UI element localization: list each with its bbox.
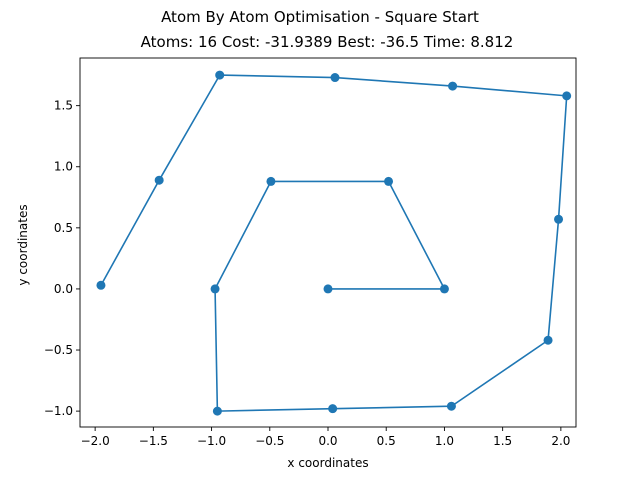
x-tick-label: 1.5: [493, 434, 512, 448]
y-tick-label: 1.0: [54, 160, 73, 174]
series-line: [99, 74, 568, 412]
data-point-6: [212, 406, 222, 416]
data-point-11: [562, 91, 572, 101]
y-tick-label: 1.5: [54, 99, 73, 113]
data-point-14: [215, 70, 225, 80]
data-point-7: [328, 404, 338, 414]
x-tick-label: 2.0: [551, 434, 570, 448]
x-tick-label: −0.5: [255, 434, 284, 448]
data-point-9: [543, 335, 553, 345]
y-tick-label: −0.5: [44, 343, 73, 357]
data-point-12: [448, 81, 458, 91]
x-tick-label: −1.0: [197, 434, 226, 448]
data-point-13: [330, 73, 340, 83]
x-tick-label: 1.0: [435, 434, 454, 448]
chart-title: Atom By Atom Optimisation - Square Start: [161, 8, 479, 26]
chart-subtitle: Atoms: 16 Cost: -31.9389 Best: -36.5 Tim…: [141, 33, 514, 51]
x-tick-label: 0.5: [377, 434, 396, 448]
data-point-16: [96, 280, 106, 290]
data-point-3: [384, 176, 394, 186]
data-point-2: [439, 284, 449, 294]
data-point-4: [266, 176, 276, 186]
y-tick-label: −1.0: [44, 404, 73, 418]
x-axis-label: x coordinates: [287, 456, 368, 470]
plot-area: −2.0 −1.5 −1.0 −0.5 0.0 0.5 1.0 1.5 2.0 −1.0 −0.5 0…: [44, 57, 577, 448]
y-axis-label: y coordinates: [16, 204, 30, 285]
data-point-8: [446, 401, 456, 411]
data-point-5: [210, 284, 220, 294]
data-point-15: [154, 175, 164, 185]
data-point-10: [554, 214, 564, 224]
x-tick-label: −2.0: [81, 434, 110, 448]
data-point-1: [323, 284, 333, 294]
x-tick-label: 0.0: [318, 434, 337, 448]
y-tick-label: 0.0: [54, 282, 73, 296]
x-tick-label: −1.5: [139, 434, 168, 448]
y-tick-label: 0.5: [54, 221, 73, 235]
